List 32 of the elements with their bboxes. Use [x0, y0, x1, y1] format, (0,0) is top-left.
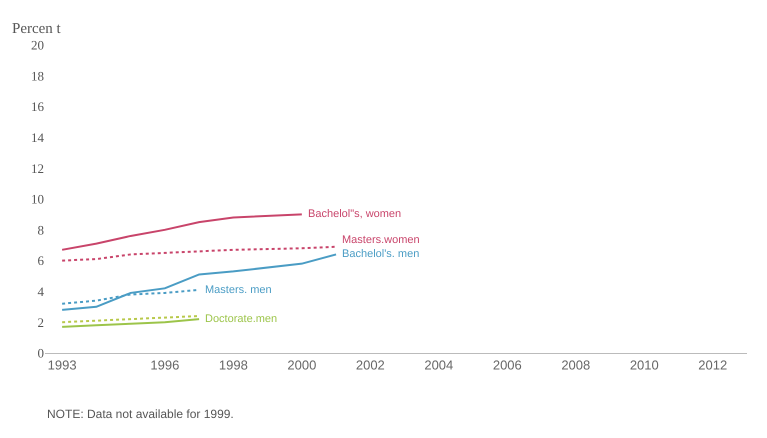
y-tick-label: 16 — [31, 99, 44, 114]
x-tick-label: 2004 — [424, 358, 454, 373]
line-series — [61, 253, 338, 311]
y-tick-label: 8 — [38, 222, 44, 238]
line-series — [61, 213, 303, 251]
y-tick-label: 2 — [38, 314, 44, 330]
line-series — [61, 246, 338, 262]
line-series — [61, 318, 200, 328]
x-tick-label: 1996 — [150, 358, 180, 373]
series-label: Masters. men — [205, 284, 272, 296]
y-tick-label: 10 — [31, 192, 44, 207]
series-label: Bachelol"s, women — [308, 208, 402, 220]
y-tick-label: 18 — [31, 68, 44, 84]
x-tick-label: 2008 — [561, 358, 590, 373]
y-tick-label: 0 — [38, 346, 44, 361]
series-label: Bachelol's. men — [342, 248, 420, 260]
y-tick-label: 12 — [31, 160, 44, 176]
text: NOTE: Data not available for 1999. — [47, 407, 234, 421]
x-tick-label: 2012 — [698, 358, 728, 373]
y-tick-label: 20 — [31, 38, 44, 53]
x-tick-label: 1998 — [218, 358, 248, 373]
y-axis-title: Percen t — [12, 21, 62, 37]
y-tick-label: 4 — [38, 284, 44, 299]
x-tick-label: 2002 — [356, 358, 385, 373]
x-tick-label: 2010 — [630, 358, 659, 373]
x-tick-label: 1993 — [48, 358, 77, 373]
x-tick-label: 2006 — [492, 358, 522, 373]
x-tick-label: 2000 — [287, 358, 316, 373]
y-tick-label: 14 — [31, 130, 44, 145]
series-label: Doctorate.men — [205, 313, 278, 325]
y-tick-label: 6 — [38, 253, 44, 268]
series-label: Masters.women — [342, 234, 420, 246]
